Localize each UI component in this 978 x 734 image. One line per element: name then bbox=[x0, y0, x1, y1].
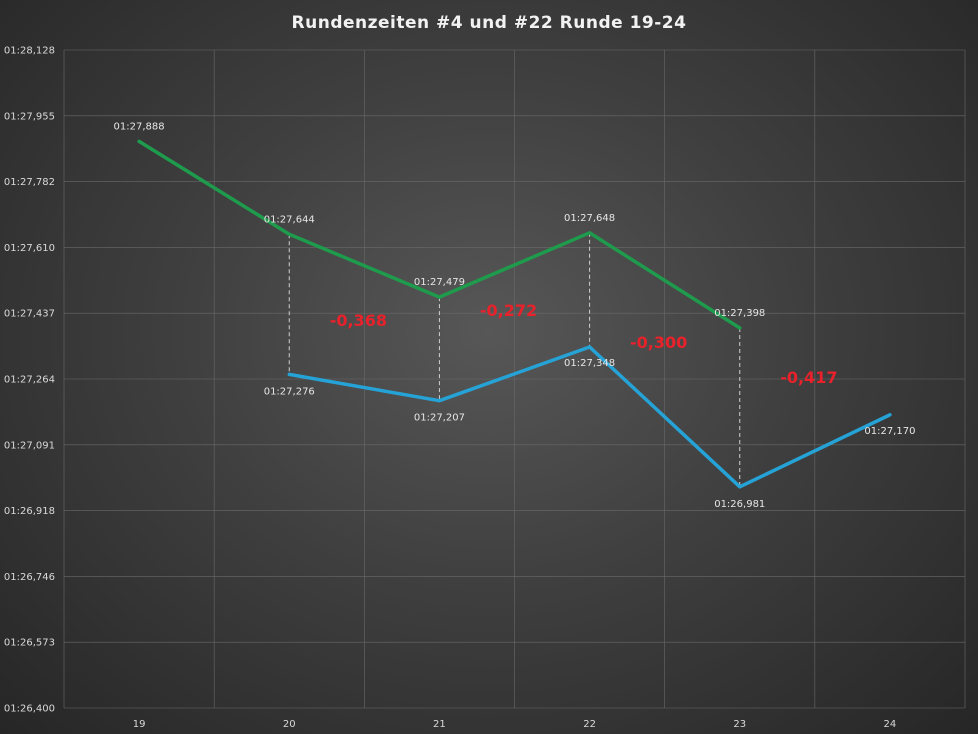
data-label: 01:27,276 bbox=[264, 386, 315, 397]
series-line-2 bbox=[287, 345, 892, 489]
data-label: 01:27,479 bbox=[414, 277, 465, 288]
y-tick-label: 01:27,437 bbox=[4, 309, 55, 320]
chart-title: Rundenzeiten #4 und #22 Runde 19-24 bbox=[292, 13, 687, 33]
x-tick-label: 23 bbox=[733, 719, 746, 730]
y-tick-label: 01:28,128 bbox=[4, 46, 55, 57]
series-line-1 bbox=[137, 139, 742, 330]
y-tick-label: 01:27,955 bbox=[4, 111, 55, 122]
y-tick-label: 01:26,573 bbox=[4, 638, 55, 649]
x-tick-label: 21 bbox=[433, 719, 446, 730]
data-label: 01:27,888 bbox=[114, 121, 165, 132]
difference-label: -0,417 bbox=[780, 368, 837, 387]
y-tick-label: 01:27,610 bbox=[4, 243, 55, 254]
x-axis-ticks: 19 20 21 22 23 24 bbox=[133, 719, 897, 730]
difference-label: -0,300 bbox=[630, 333, 687, 352]
difference-labels: -0,368 -0,272 -0,300 -0,417 bbox=[330, 301, 838, 387]
y-tick-label: 01:26,918 bbox=[4, 506, 55, 517]
y-tick-label: 01:27,782 bbox=[4, 177, 55, 188]
y-tick-label: 01:26,746 bbox=[4, 572, 55, 583]
x-tick-label: 22 bbox=[583, 719, 596, 730]
series-lines bbox=[137, 139, 892, 489]
y-tick-label: 01:26,400 bbox=[4, 704, 55, 715]
data-labels: 01:27,888 01:27,644 01:27,479 01:27,648 01:2… bbox=[114, 121, 916, 509]
data-label: 01:27,207 bbox=[414, 413, 465, 424]
data-label: 01:27,398 bbox=[714, 308, 765, 319]
y-axis-ticks: 01:26,400 01:26,573 01:26,746 01:26,918 01:2… bbox=[4, 46, 55, 715]
y-tick-label: 01:27,264 bbox=[4, 375, 55, 386]
data-label: 01:27,644 bbox=[264, 214, 315, 225]
difference-label: -0,272 bbox=[480, 301, 537, 320]
x-tick-label: 24 bbox=[884, 719, 897, 730]
data-label: 01:26,981 bbox=[714, 499, 765, 510]
x-tick-label: 20 bbox=[283, 719, 296, 730]
difference-connectors bbox=[288, 232, 741, 487]
data-label: 01:27,170 bbox=[864, 426, 915, 437]
data-label: 01:27,348 bbox=[564, 358, 615, 369]
x-tick-label: 19 bbox=[133, 719, 146, 730]
y-tick-label: 01:27,091 bbox=[4, 440, 55, 451]
chart-grid bbox=[63, 49, 966, 709]
data-label: 01:27,648 bbox=[564, 213, 615, 224]
difference-label: -0,368 bbox=[330, 311, 387, 330]
